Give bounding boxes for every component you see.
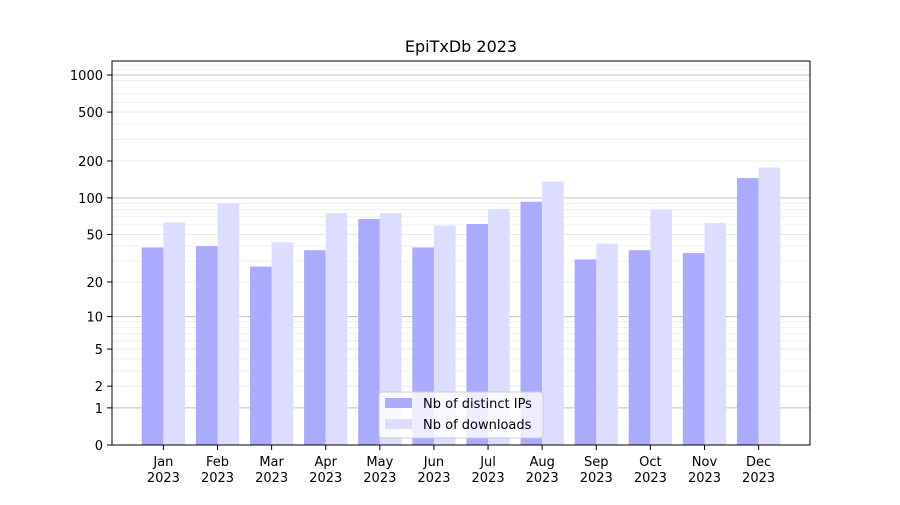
x-tick-label-month: Sep xyxy=(584,455,609,470)
bar-distinct-ips xyxy=(304,250,326,445)
x-tick-label-year: 2023 xyxy=(417,471,450,486)
legend-label: Nb of downloads xyxy=(423,418,532,433)
legend: Nb of distinct IPs Nb of downloads xyxy=(378,391,544,439)
x-tick-label-year: 2023 xyxy=(147,471,180,486)
legend-swatch xyxy=(385,398,412,408)
legend-swatch xyxy=(385,419,412,429)
bar-downloads xyxy=(433,225,456,445)
x-tick-label-year: 2023 xyxy=(688,471,721,486)
y-tick-label: 10 xyxy=(86,311,103,326)
y-tick-label: 1000 xyxy=(70,69,103,84)
x-tick-label-year: 2023 xyxy=(309,471,342,486)
y-tick-label: 200 xyxy=(78,155,103,170)
bar-downloads xyxy=(542,181,564,445)
x-tick-label-year: 2023 xyxy=(580,471,613,486)
x-tick-label-month: Feb xyxy=(206,455,229,470)
y-tick-label: 2 xyxy=(95,380,103,395)
chart-title: EpiTxDb 2023 xyxy=(405,37,517,56)
bar-downloads xyxy=(488,209,510,445)
x-tick-label-month: Oct xyxy=(639,455,661,470)
bar-downloads xyxy=(325,213,348,445)
y-tick-label: 100 xyxy=(78,192,103,207)
bar-downloads xyxy=(758,167,781,445)
x-tick-label-month: Apr xyxy=(314,455,337,470)
y-tick-label: 1 xyxy=(95,402,103,417)
bar-downloads xyxy=(650,209,673,445)
x-tick-label-year: 2023 xyxy=(634,471,667,486)
x-tick-label-month: Mar xyxy=(259,455,284,470)
x-tick-label-year: 2023 xyxy=(201,471,234,486)
x-tick-label-month: May xyxy=(366,455,393,470)
bar-downloads xyxy=(217,203,240,445)
x-tick-label-year: 2023 xyxy=(526,471,559,486)
y-tick-label: 50 xyxy=(86,228,103,243)
y-tick-label: 20 xyxy=(86,276,103,291)
bar-distinct-ips xyxy=(574,259,597,445)
bar-distinct-ips xyxy=(141,247,164,445)
x-tick-label-year: 2023 xyxy=(363,471,396,486)
y-axis: 0 1 2 5 10 20 50 100 200 500 1000 xyxy=(70,69,112,454)
bar-distinct-ips xyxy=(520,201,543,445)
plot-frame xyxy=(111,60,811,446)
bar-distinct-ips xyxy=(466,223,489,445)
y-tick-label: 5 xyxy=(95,343,103,358)
bar-downloads xyxy=(704,223,727,445)
x-tick-label-year: 2023 xyxy=(255,471,288,486)
bar-distinct-ips xyxy=(195,246,218,445)
legend-box xyxy=(378,391,544,439)
bar-downloads xyxy=(163,222,186,445)
x-axis: Jan2023Feb2023Mar2023Apr2023May2023Jun20… xyxy=(147,445,775,486)
bar-distinct-ips xyxy=(249,266,272,445)
x-tick-label-month: Jan xyxy=(152,455,173,470)
bars-layer xyxy=(141,167,781,446)
x-tick-label-month: Jun xyxy=(423,455,444,470)
x-tick-label-year: 2023 xyxy=(742,471,775,486)
bar-downloads xyxy=(596,243,618,445)
bar-distinct-ips xyxy=(736,178,759,446)
x-tick-label-year: 2023 xyxy=(472,471,505,486)
x-tick-label-month: Aug xyxy=(529,455,554,470)
bar-distinct-ips xyxy=(682,253,705,445)
x-tick-label-month: Nov xyxy=(692,455,718,470)
x-tick-label-month: Jul xyxy=(479,455,496,470)
legend-label: Nb of distinct IPs xyxy=(423,397,532,412)
bar-downloads xyxy=(379,213,402,445)
y-tick-label: 0 xyxy=(95,439,103,454)
bar-distinct-ips xyxy=(628,250,651,445)
bar-distinct-ips xyxy=(358,219,380,445)
bar-downloads xyxy=(271,242,294,445)
y-tick-label: 500 xyxy=(78,106,103,121)
x-tick-label-month: Dec xyxy=(746,455,771,470)
